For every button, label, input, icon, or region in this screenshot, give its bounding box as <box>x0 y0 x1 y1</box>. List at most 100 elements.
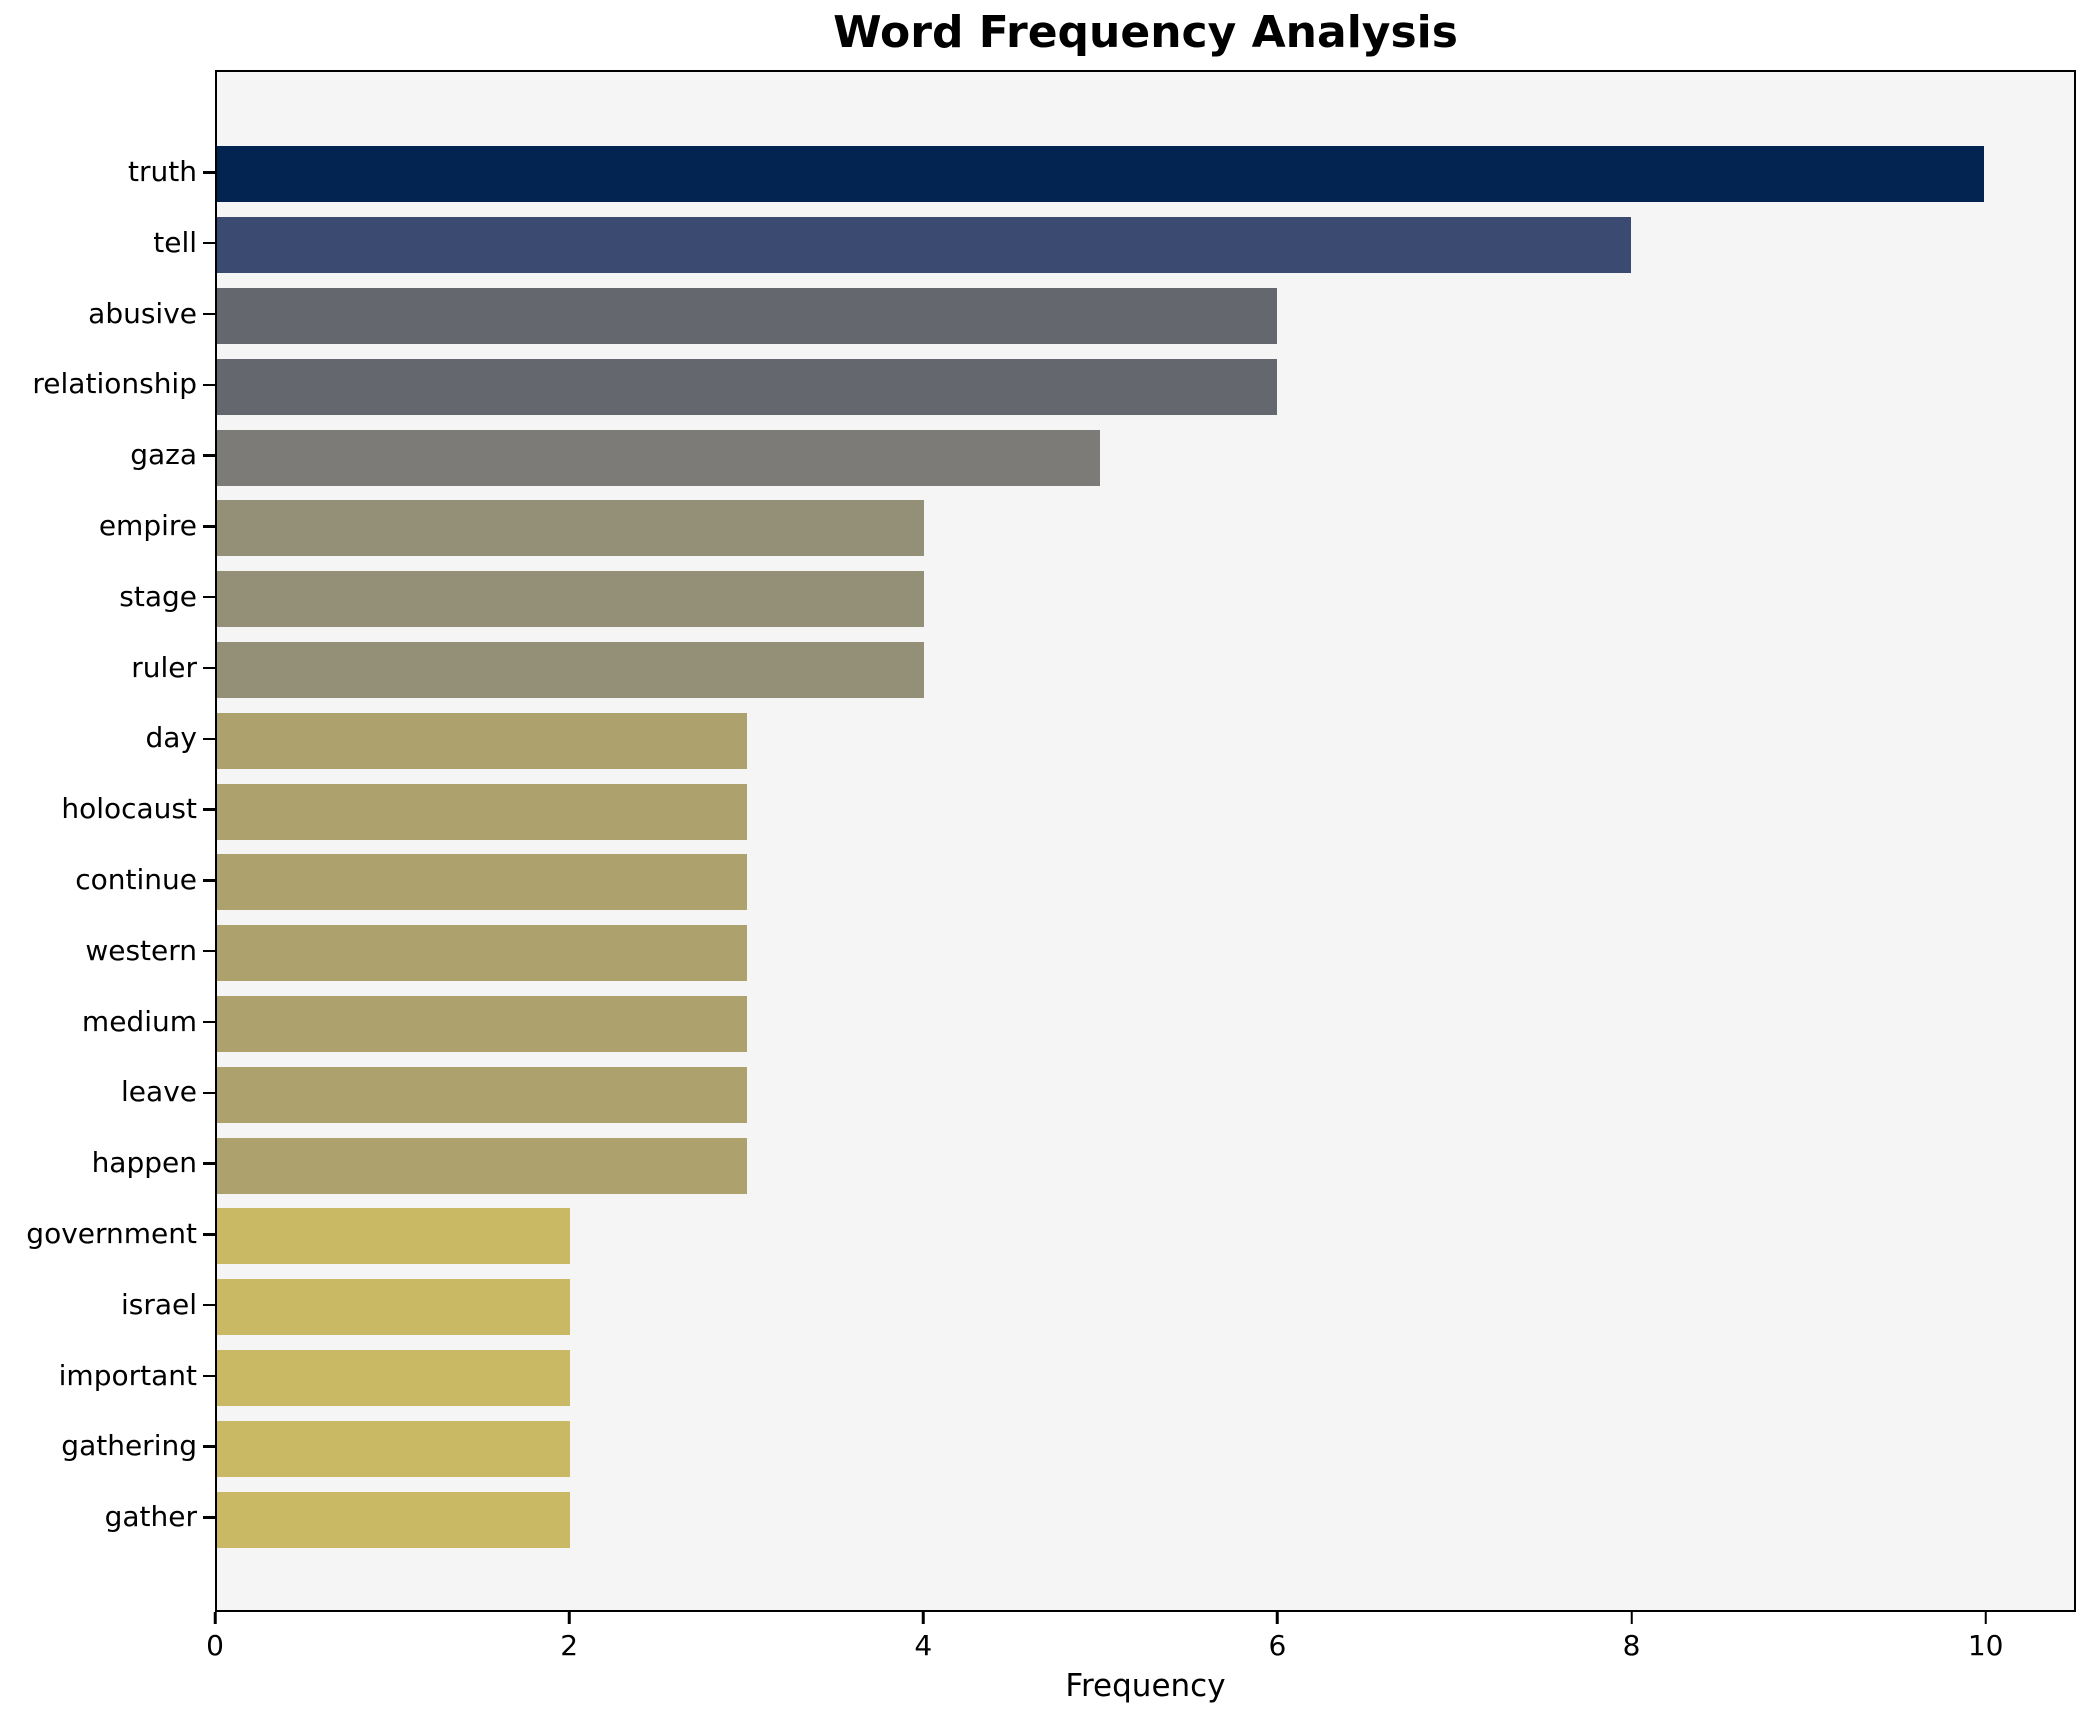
bar-israel <box>217 1279 571 1336</box>
y-tick-mark <box>203 1374 215 1378</box>
x-tick-mark <box>213 1612 217 1624</box>
y-tick-label: stage <box>119 579 197 613</box>
bar-row <box>217 989 2074 1060</box>
y-tick-row <box>203 208 215 279</box>
bar-truth <box>217 146 1984 203</box>
y-tick-label: leave <box>121 1075 197 1109</box>
y-tick-mark <box>203 808 215 811</box>
bar-row <box>217 422 2074 493</box>
bars-container <box>217 139 2074 1555</box>
y-tick-label: holocaust <box>61 792 197 826</box>
y-tick-mark <box>203 595 215 599</box>
y-tick-row <box>203 1341 215 1412</box>
y-tick-label: gaza <box>130 438 197 472</box>
y-tick-row <box>203 774 215 845</box>
bar-row <box>217 1059 2074 1130</box>
y-tick-row <box>203 1482 215 1553</box>
bar-stage <box>217 571 924 628</box>
y-tick-row <box>203 703 215 774</box>
y-tick-label: continue <box>75 862 197 896</box>
y-tick-label: israel <box>120 1287 197 1321</box>
bar-gaza <box>217 429 1101 486</box>
bar-row <box>217 705 2074 776</box>
y-tick-mark <box>203 1233 215 1236</box>
y-tick-mark <box>203 1445 215 1448</box>
y-tick-label: abusive <box>88 296 197 330</box>
bar-important <box>217 1349 571 1406</box>
y-tick-row <box>203 491 215 562</box>
y-tick-label: day <box>145 721 197 755</box>
bar-row <box>217 493 2074 564</box>
x-tick-mark <box>1984 1612 1987 1624</box>
x-tick-label: 0 <box>206 1629 224 1662</box>
y-tick-mark <box>203 525 215 528</box>
bar-holocaust <box>217 783 748 840</box>
y-tick-label: happen <box>91 1146 197 1180</box>
bar-empire <box>217 500 924 557</box>
y-tick-mark <box>203 1516 215 1519</box>
bar-row <box>217 1343 2074 1414</box>
bar-row <box>217 1130 2074 1201</box>
x-tick-mark <box>1630 1612 1633 1624</box>
bar-row <box>217 918 2074 989</box>
bar-row <box>217 635 2074 706</box>
bar-row <box>217 776 2074 847</box>
y-tick-mark <box>203 383 215 387</box>
y-tick-label: gather <box>104 1500 197 1534</box>
plot-area <box>215 70 2076 1612</box>
y-tick-mark <box>203 241 215 245</box>
bar-gathering <box>217 1420 571 1477</box>
y-tick-row <box>203 1128 215 1199</box>
y-tick-row <box>203 1057 215 1128</box>
bar-relationship <box>217 358 1278 415</box>
y-tick-label: ruler <box>131 650 197 684</box>
x-tick-mark <box>922 1612 925 1624</box>
y-tick-label: gathering <box>61 1429 197 1463</box>
bar-leave <box>217 1066 748 1123</box>
bar-row <box>217 351 2074 422</box>
chart-title: Word Frequency Analysis <box>833 7 1458 58</box>
y-tick-row <box>203 420 215 491</box>
bar-row <box>217 139 2074 210</box>
bar-row <box>217 1484 2074 1555</box>
x-tick-label: 4 <box>914 1629 933 1662</box>
y-tick-row <box>203 916 215 987</box>
x-tick-label: 2 <box>560 1629 579 1662</box>
bar-row <box>217 1201 2074 1272</box>
y-tick-row <box>203 1270 215 1341</box>
y-tick-row <box>203 279 215 350</box>
bar-western <box>217 925 748 982</box>
bar-row <box>217 847 2074 918</box>
bar-government <box>217 1208 571 1265</box>
bar-abusive <box>217 287 1278 344</box>
y-tick-label: empire <box>98 508 197 542</box>
y-tick-mark <box>203 1020 215 1024</box>
bar-ruler <box>217 641 924 698</box>
y-tick-label: tell <box>153 225 197 259</box>
y-tick-mark <box>203 312 215 316</box>
y-tick-row <box>203 633 215 704</box>
x-tick-mark <box>567 1612 571 1624</box>
y-tick-row <box>203 137 215 208</box>
y-tick-row <box>203 845 215 916</box>
y-tick-row <box>203 1199 215 1270</box>
bar-continue <box>217 854 748 911</box>
y-tick-row <box>203 987 215 1058</box>
y-tick-mark <box>203 737 215 741</box>
bar-gather <box>217 1491 571 1548</box>
bar-row <box>217 564 2074 635</box>
y-axis-ticks <box>203 137 215 1553</box>
bar-row <box>217 1413 2074 1484</box>
bar-medium <box>217 995 748 1052</box>
bar-tell <box>217 217 1631 274</box>
x-tick-label: 10 <box>1967 1629 2004 1662</box>
y-tick-label: medium <box>81 1004 197 1038</box>
y-tick-row <box>203 1411 215 1482</box>
bar-happen <box>217 1137 748 1194</box>
y-tick-label: important <box>58 1358 197 1392</box>
y-tick-mark <box>203 949 215 953</box>
y-axis-labels: truth tell abusive relationship gaza empire st… <box>0 137 197 1553</box>
y-tick-mark <box>203 666 215 670</box>
bar-day <box>217 712 748 769</box>
